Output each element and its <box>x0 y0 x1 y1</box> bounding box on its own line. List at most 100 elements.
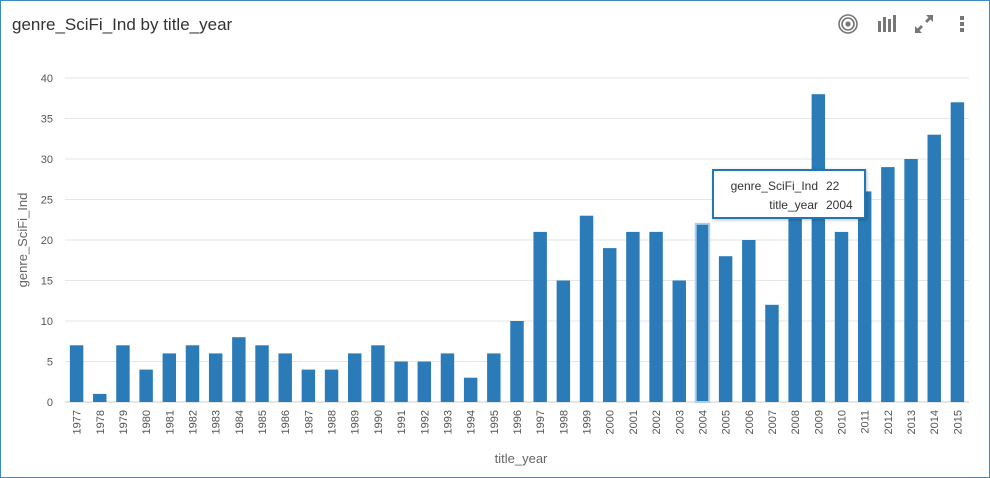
y-tick-label: 20 <box>41 235 53 247</box>
tooltip-key: title_year <box>769 198 818 212</box>
bar[interactable] <box>510 321 524 402</box>
x-tick-label: 1978 <box>95 410 107 434</box>
x-tick-label: 1977 <box>72 410 84 434</box>
bar[interactable] <box>232 337 246 402</box>
bar[interactable] <box>742 240 756 402</box>
bar[interactable] <box>857 191 872 402</box>
bar[interactable] <box>255 345 269 402</box>
bar[interactable] <box>301 369 316 402</box>
x-tick-label: 1991 <box>396 410 408 434</box>
x-tick-label: 1980 <box>141 410 153 434</box>
bar[interactable] <box>788 199 802 403</box>
x-tick-label: 2010 <box>837 410 849 434</box>
bar[interactable] <box>348 353 362 402</box>
bar[interactable] <box>440 353 455 402</box>
x-tick-label: 1981 <box>164 410 176 434</box>
x-tick-label: 1983 <box>211 410 223 434</box>
y-tick-label: 0 <box>47 397 53 409</box>
x-axis-ticks: 1977 1978 1979 1980 1981 1982 1983 1984 1985 1986… <box>72 410 965 434</box>
bar[interactable] <box>487 353 501 402</box>
bar[interactable] <box>694 222 711 403</box>
target-icon[interactable] <box>835 11 861 37</box>
x-tick-label: 1979 <box>118 410 130 434</box>
bar[interactable] <box>371 345 385 402</box>
bar[interactable] <box>417 361 432 403</box>
x-tick-label: 2005 <box>721 410 733 434</box>
x-tick-label: 1998 <box>558 410 570 434</box>
x-tick-label: 2000 <box>605 410 617 434</box>
bar[interactable] <box>556 280 571 403</box>
bar[interactable] <box>718 256 733 402</box>
chart-toolbar <box>835 11 975 37</box>
bar[interactable] <box>394 361 408 403</box>
bar[interactable] <box>139 369 153 402</box>
bars <box>69 94 965 403</box>
bar[interactable] <box>765 304 779 402</box>
x-tick-label: 2012 <box>883 410 895 434</box>
x-tick-label: 1989 <box>350 410 362 434</box>
bar[interactable] <box>672 280 686 403</box>
x-tick-label: 1994 <box>466 410 478 434</box>
bar-chart-icon[interactable] <box>873 11 899 37</box>
y-tick-label: 5 <box>47 357 53 369</box>
x-tick-label: 1996 <box>512 410 524 434</box>
x-tick-label: 1982 <box>187 410 199 434</box>
bar[interactable] <box>93 393 107 402</box>
bar[interactable] <box>834 231 849 402</box>
bar[interactable] <box>533 231 547 402</box>
x-tick-label: 2006 <box>744 410 756 434</box>
x-tick-label: 1986 <box>280 410 292 434</box>
tooltip-row: genre_SciFi_Ind 22 <box>714 179 864 195</box>
x-tick-label: 2004 <box>697 410 709 434</box>
x-tick-label: 1984 <box>234 410 246 434</box>
x-tick-label: 1997 <box>535 410 547 434</box>
x-tick-label: 1999 <box>582 410 594 434</box>
x-tick-label: 1985 <box>257 410 269 434</box>
x-tick-label: 2015 <box>952 410 964 434</box>
x-tick-label: 1992 <box>419 410 431 434</box>
x-tick-label: 1990 <box>373 410 385 434</box>
chart-title: genre_SciFi_Ind by title_year <box>12 15 233 34</box>
bar[interactable] <box>881 167 895 402</box>
x-tick-label: 2008 <box>790 410 802 434</box>
x-tick-label: 2001 <box>628 410 640 434</box>
y-tick-label: 35 <box>41 114 53 126</box>
x-axis-title: title_year <box>495 451 548 466</box>
bar[interactable] <box>463 377 478 402</box>
y-tick-label: 25 <box>41 195 53 207</box>
bar[interactable] <box>649 231 663 402</box>
bar[interactable] <box>278 353 292 402</box>
expand-icon[interactable] <box>911 11 937 37</box>
bar[interactable] <box>602 248 617 402</box>
y-tick-label: 15 <box>41 276 53 288</box>
bar[interactable] <box>324 369 339 402</box>
bar[interactable] <box>116 345 130 402</box>
bar[interactable] <box>69 345 84 402</box>
tooltip-row: title_year 2004 <box>714 198 864 214</box>
x-tick-label: 2014 <box>929 410 941 434</box>
y-axis-title: genre_SciFi_Ind <box>15 193 30 288</box>
tooltip-value: 2004 <box>826 198 853 212</box>
bar[interactable] <box>208 353 223 402</box>
more-vertical-icon[interactable] <box>949 11 975 37</box>
x-tick-label: 2007 <box>767 410 779 434</box>
x-tick-label: 1988 <box>327 410 339 434</box>
bar[interactable] <box>950 102 965 403</box>
y-tick-label: 40 <box>41 73 53 85</box>
bar[interactable] <box>811 94 826 402</box>
bar[interactable] <box>626 231 640 402</box>
x-tick-label: 2009 <box>813 410 825 434</box>
y-axis-ticks: 0 5 10 15 20 25 30 35 40 <box>41 73 53 409</box>
bar[interactable] <box>185 345 200 402</box>
tooltip-key: genre_SciFi_Ind <box>730 179 818 193</box>
bar[interactable] <box>927 134 941 402</box>
x-tick-label: 2002 <box>651 410 663 434</box>
hover-tooltip: genre_SciFi_Ind 22 title_year 2004 <box>712 169 866 219</box>
bar[interactable] <box>904 159 918 402</box>
bar[interactable] <box>162 353 177 402</box>
x-tick-label: 1995 <box>489 410 501 434</box>
bar[interactable] <box>579 215 594 402</box>
x-tick-label: 1987 <box>303 410 315 434</box>
